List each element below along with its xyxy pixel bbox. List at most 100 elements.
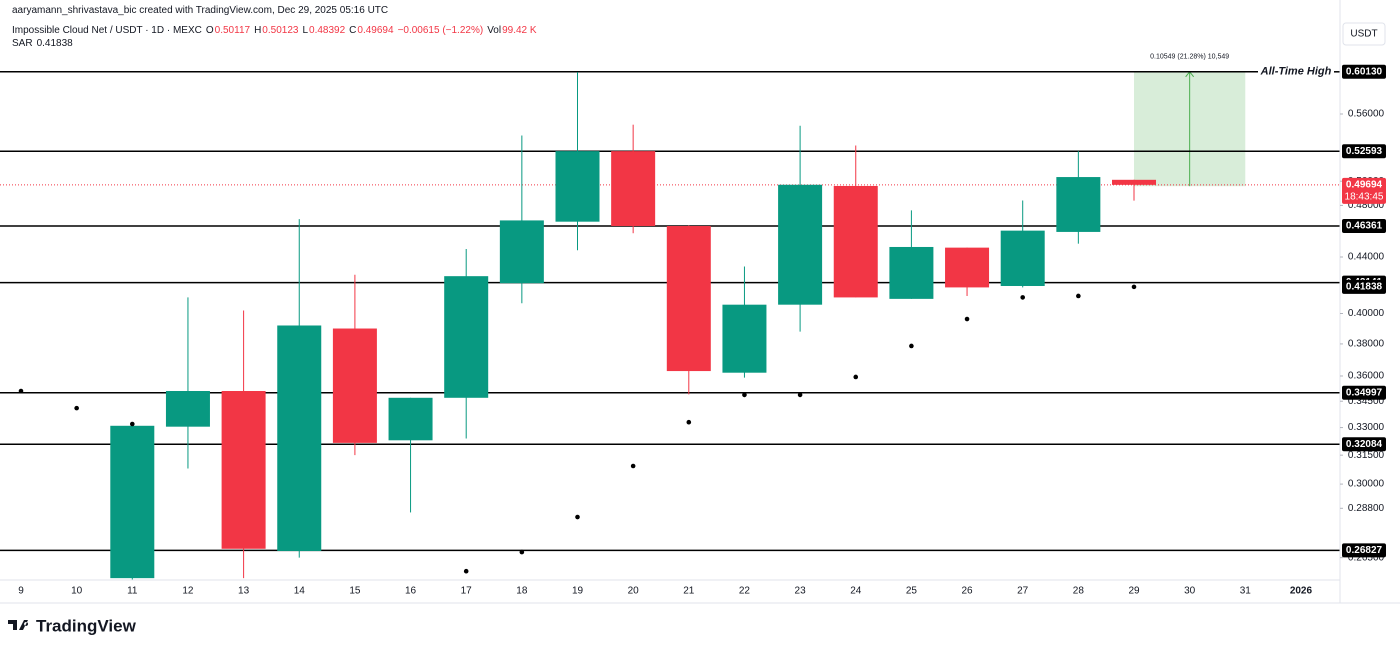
ohlc-label: H xyxy=(254,25,262,36)
x-tick-label: 23 xyxy=(795,586,807,597)
x-tick-label: 27 xyxy=(1017,586,1029,597)
candle-body xyxy=(722,304,767,373)
ohlc-value: 0.48392 xyxy=(309,25,346,36)
candle-body xyxy=(277,325,322,551)
x-tick-label: 11 xyxy=(127,586,138,597)
sar-legend: SAR 0.41838 xyxy=(12,37,541,50)
y-tick-label: 0.44000 xyxy=(1348,252,1385,263)
y-tick-label: 0.38000 xyxy=(1348,339,1385,350)
ohlc-label: O xyxy=(205,25,214,36)
candle-body xyxy=(110,425,155,579)
change: −0.00615 (−1.22%) xyxy=(397,25,484,36)
logo-mark xyxy=(8,620,29,630)
level-label: 0.46361 xyxy=(1346,221,1383,232)
logo-text: TradingView xyxy=(36,616,137,635)
level-label: 0.60130 xyxy=(1346,66,1383,77)
sar-dot xyxy=(964,316,970,322)
x-tick-label: 22 xyxy=(739,586,751,597)
ohlc-label: L xyxy=(302,25,309,36)
sar-dot xyxy=(18,388,24,394)
y-tick-label: 0.40000 xyxy=(1348,308,1385,319)
level-label: 0.26827 xyxy=(1346,545,1383,556)
sar-dot xyxy=(686,419,692,425)
candle-body xyxy=(555,151,600,222)
sar-label-box xyxy=(1342,279,1386,294)
x-tick-label: 29 xyxy=(1128,586,1140,597)
ohlc-value: 0.50123 xyxy=(262,25,299,36)
x-tick-label: 31 xyxy=(1240,586,1252,597)
x-tick-label: 30 xyxy=(1184,586,1196,597)
sar-dot xyxy=(742,392,747,398)
sar-label: 0.41838 xyxy=(1346,282,1383,293)
y-tick-label: 0.34500 xyxy=(1348,396,1385,407)
x-tick-label: 9 xyxy=(18,586,24,597)
level-label-box xyxy=(1342,64,1386,79)
candle-body xyxy=(1000,230,1045,286)
level-label: 0.34997 xyxy=(1346,387,1383,398)
level-note: All-Time High xyxy=(1260,66,1332,78)
candle-body xyxy=(666,226,711,372)
x-tick-label: 17 xyxy=(461,586,473,597)
symbol-name: Impossible Cloud Net / USDT · 1D · MEXC xyxy=(12,25,202,36)
sar-dot xyxy=(1020,295,1025,300)
level-label-box xyxy=(1342,385,1386,400)
candle-body xyxy=(1056,177,1101,232)
candle-body xyxy=(499,220,544,284)
sar-dot xyxy=(463,568,469,574)
legend: Impossible Cloud Net / USDT · 1D · MEXC O… xyxy=(12,24,541,37)
x-tick-label: 16 xyxy=(405,586,417,597)
y-tick-label: 0.48000 xyxy=(1348,200,1385,211)
sar-name: SAR xyxy=(12,38,33,49)
countdown: 18:43:45 xyxy=(1345,191,1384,202)
candle-body xyxy=(611,151,656,227)
sar-dot xyxy=(575,514,580,520)
last-price-label: 0.49694 xyxy=(1346,179,1383,190)
candle-body xyxy=(889,246,934,299)
price-axis-bg xyxy=(1340,0,1400,603)
x-tick-label: 10 xyxy=(71,586,83,597)
level-label-box xyxy=(1342,543,1386,558)
x-tick-label: 20 xyxy=(628,586,640,597)
credit: aaryamann_shrivastava_bic created with T… xyxy=(12,5,389,16)
level-label-box xyxy=(1342,219,1386,234)
sar-value: 0.41838 xyxy=(36,38,73,49)
sar-dot xyxy=(130,421,135,427)
x-tick-label: 18 xyxy=(516,586,528,597)
x-tick-label: 24 xyxy=(850,586,862,597)
sar-dot xyxy=(519,549,525,555)
x-tick-label: 21 xyxy=(683,586,695,597)
x-tick-label: 26 xyxy=(961,586,973,597)
candle-body xyxy=(332,328,377,443)
measure-label: 0.10549 (21.28%) 10,549 xyxy=(1150,54,1229,61)
x-tick-label: 13 xyxy=(238,586,250,597)
axes: 0.560000.500000.480000.440000.400000.380… xyxy=(0,0,1400,604)
candle-body xyxy=(833,185,878,298)
candle-body xyxy=(778,184,823,305)
sar-dot xyxy=(1131,284,1137,290)
candle-body xyxy=(945,247,990,288)
currency-button[interactable] xyxy=(1342,22,1386,46)
level-label-box xyxy=(1342,144,1386,159)
last-price-box xyxy=(1342,177,1386,204)
y-tick-label: 0.26500 xyxy=(1348,552,1385,563)
y-tick-label: 0.36000 xyxy=(1348,371,1385,382)
candle-body xyxy=(221,390,266,549)
level-label: 0.32084 xyxy=(1346,439,1383,450)
x-tick-label: 12 xyxy=(182,586,194,597)
y-tick-label: 0.30000 xyxy=(1348,479,1385,490)
y-tick-label: 0.31500 xyxy=(1348,450,1385,461)
sar-dot xyxy=(853,374,859,380)
y-tick-label: 0.56000 xyxy=(1348,109,1385,120)
currency-label: USDT xyxy=(1350,29,1377,40)
sar-dot xyxy=(630,463,636,469)
x-tick-label: 14 xyxy=(294,586,306,597)
sar-dot xyxy=(1076,293,1081,299)
level-label-box xyxy=(1342,437,1386,452)
candle-body xyxy=(444,276,489,398)
header: aaryamann_shrivastava_bic created with T… xyxy=(12,4,541,50)
x-tick-label: 28 xyxy=(1073,586,1085,597)
candle-body xyxy=(1112,179,1156,185)
x-tick-label: 25 xyxy=(906,586,918,597)
